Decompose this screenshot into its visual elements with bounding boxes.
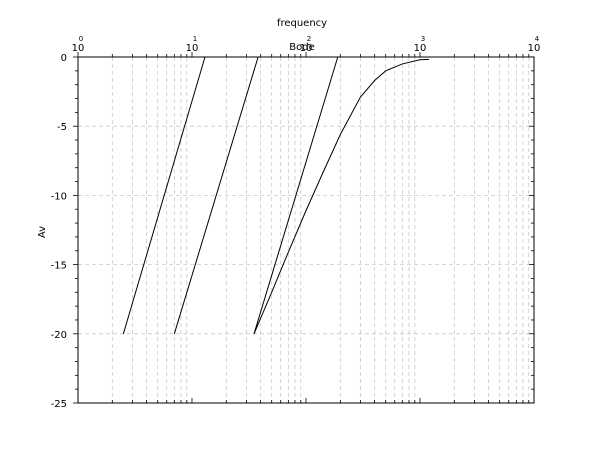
y-axis-title: Av	[37, 226, 48, 238]
series-group	[122, 56, 430, 334]
series-line-2	[173, 56, 259, 334]
y-tick-label: -25	[51, 399, 67, 410]
x-tick-exponent: 0	[79, 35, 83, 43]
series-line-1	[122, 56, 206, 334]
x-tick-label: 10	[186, 43, 199, 54]
x-tick-exponent: 3	[421, 35, 425, 43]
x-tick-label: 10	[300, 43, 313, 54]
y-tick-label: -15	[51, 261, 67, 272]
x-tick-exponent: 4	[535, 35, 540, 43]
x-tick-exponent: 2	[307, 35, 311, 43]
y-tick-label: -10	[51, 191, 67, 202]
x-tick-label: 10	[72, 43, 85, 54]
y-tick-label: -5	[57, 122, 67, 133]
y-tick-label: -20	[51, 330, 67, 341]
x-tick-exponent: 1	[193, 35, 197, 43]
x-tick-label: 10	[528, 43, 541, 54]
grid	[78, 57, 534, 403]
x-tick-label: 10	[414, 43, 427, 54]
series-line-4	[253, 58, 430, 334]
series-line-3	[253, 56, 339, 334]
x-axis-title: frequency	[277, 18, 327, 29]
y-tick-label: 0	[61, 53, 67, 64]
chart-title: Bode	[289, 42, 314, 53]
